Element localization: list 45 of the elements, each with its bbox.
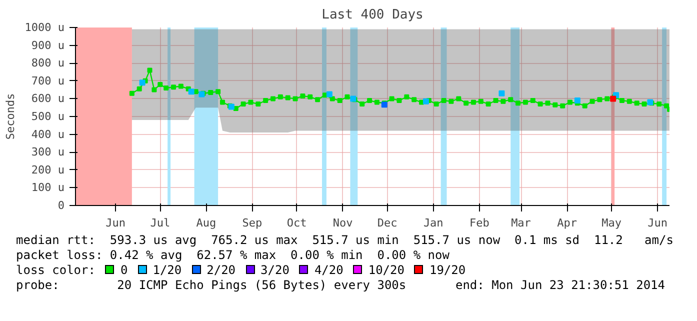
point [139,80,146,86]
x-tick-label: Jun [648,216,668,230]
y-tick-label: 700 u [31,74,65,88]
y-tick-label: 400 u [31,128,65,141]
legend-label: 0 [120,263,128,277]
point [610,96,616,102]
x-tick-label: Feb [469,216,490,230]
point [574,97,580,104]
y-tick-label: 0 [58,199,64,212]
legend-label: 10/20 [368,263,404,277]
text: end: Mon Jun 23 21:30:51 2014 [455,278,665,293]
text: median rtt: 593.3 us avg 765.2 us max 515.7 us min 515.7 us now 0.1 ms sd 11.2 am/s [15,233,674,248]
y-tick-label: 900 u [31,38,65,52]
point [188,88,194,95]
legend-label: 4/20 [314,263,344,277]
legend-title: loss color: [16,263,96,277]
legend-label: 19/20 [429,263,466,277]
x-tick-label: Apr [557,216,578,230]
y-tick-label: 1000 u [24,21,65,34]
text: packet loss: 0.42 % avg 62.57 % max 0.00 % min 0.00 % now [15,248,450,263]
y-tick-label: 600 u [31,92,65,106]
legend-label: 1/20 [152,263,182,277]
point [422,98,429,104]
text: probe: 20 ICMP Echo Pings (56 Bytes) every 300s [16,278,406,293]
chart-title: Last 400 Days [322,8,424,22]
legend-label: 3/20 [260,263,290,277]
x-tick-label: Dec [377,216,398,230]
x-tick-label: May [602,216,622,230]
y-tick-label: 100 u [31,181,65,194]
x-tick-label: Jul [150,216,170,230]
y-tick-label: 500 u [31,110,65,123]
y-axis-title: Seconds [4,93,17,140]
x-tick-label: Jun [106,216,126,230]
point [326,91,332,98]
x-tick-label: Sep [242,216,262,230]
y-tick-label: 800 u [31,56,65,70]
point [498,90,505,96]
x-tick-label: Aug [196,216,216,230]
x-tick-label: Mar [511,216,532,230]
x-tick-label: Nov [332,216,354,230]
x-tick-label: Oct [286,216,307,230]
x-tick-label: Jan [423,216,444,230]
y-tick-label: 300 u [31,146,65,159]
y-tick-label: 200 u [31,163,65,176]
legend-label: 2/20 [206,263,236,277]
